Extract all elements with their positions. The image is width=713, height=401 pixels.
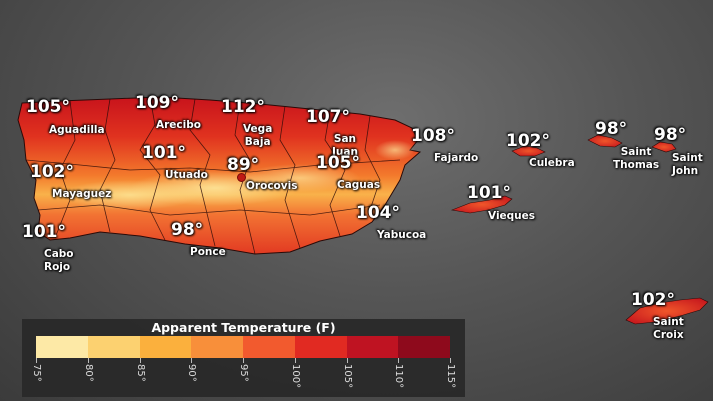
legend-swatch [139, 336, 192, 358]
temp-mayaguez: 102° [30, 162, 74, 182]
city-orocovis: Orocovis [246, 180, 298, 192]
legend-swatch [294, 336, 347, 358]
city-vieques: Vieques [488, 210, 536, 222]
saint-thomas-island [587, 134, 623, 148]
legend-tick [398, 358, 400, 363]
legend-tick-label: 80° [82, 364, 94, 382]
temp-yabucoa: 104° [356, 203, 400, 223]
legend-swatch [87, 336, 140, 358]
city-cabo-rojo: Cabo Rojo [44, 248, 74, 273]
temp-utuado: 101° [142, 143, 186, 163]
city-saint-croix: Saint Croix [653, 316, 684, 341]
saint-john-island [651, 141, 677, 153]
temp-cabo-rojo: 101° [22, 222, 66, 242]
municipal-borders [25, 96, 401, 255]
city-fajardo: Fajardo [434, 152, 479, 164]
temp-arecibo: 109° [135, 93, 179, 113]
city-saint-john: Saint John [672, 152, 703, 177]
legend-swatch [243, 336, 295, 358]
legend-tick-label: 105° [341, 364, 353, 389]
legend-tick [191, 358, 193, 363]
city-utuado: Utuado [165, 169, 208, 181]
culebra-island [511, 145, 546, 157]
legend-tick [243, 358, 244, 363]
legend-tick [139, 358, 141, 363]
temp-san-juan: 107° [306, 107, 350, 127]
legend-tick-label: 115° [445, 364, 456, 389]
legend-color-bar [36, 336, 450, 358]
legend-tick-label: 95° [238, 364, 249, 382]
city-arecibo: Arecibo [156, 119, 201, 131]
legend-tick [450, 358, 451, 363]
city-culebra: Culebra [529, 157, 575, 169]
vieques-island [450, 195, 513, 214]
legend-tick [294, 358, 296, 363]
legend-tick-label: 90° [186, 364, 198, 382]
city-yabucoa: Yabucoa [377, 229, 427, 241]
city-vega-baja: Vega Baja [243, 123, 273, 148]
temp-aguadilla: 105° [26, 97, 70, 117]
legend-tick [346, 358, 348, 363]
legend-tick-label: 110° [393, 364, 405, 389]
legend-swatch [346, 336, 399, 358]
legend-swatch [36, 336, 88, 358]
legend-tick [87, 358, 89, 363]
city-mayaguez: Mayaguez [52, 188, 112, 200]
temp-culebra: 102° [506, 131, 550, 151]
temp-saint-croix: 102° [631, 290, 675, 310]
temp-ponce: 98° [171, 220, 204, 240]
legend-tick-label: 85° [134, 364, 146, 382]
city-san-juan: San Juan [332, 133, 358, 158]
city-ponce: Ponce [190, 246, 226, 258]
temp-saint-thomas: 98° [595, 119, 628, 139]
temp-saint-john: 98° [654, 125, 687, 145]
city-aguadilla: Aguadilla [49, 124, 105, 136]
legend-swatch [191, 336, 243, 358]
saint-croix-island [625, 297, 709, 325]
temp-fajardo: 108° [411, 126, 455, 146]
temp-vega-baja: 112° [221, 97, 265, 117]
city-saint-thomas: Saint Thomas [613, 146, 660, 171]
location-marker [237, 173, 246, 182]
temp-orocovis: 89° [227, 155, 260, 175]
temp-vieques: 101° [467, 183, 511, 203]
legend-tick [36, 358, 37, 363]
temperature-legend: Apparent Temperature (F) 75° 80° 85° 90° 95°… [22, 319, 465, 397]
temp-caguas: 105° [316, 153, 360, 173]
legend-title: Apparent Temperature (F) [151, 320, 336, 335]
legend-swatch [398, 336, 450, 358]
city-caguas: Caguas [337, 179, 381, 191]
legend-tick-label: 100° [289, 364, 301, 389]
legend-tick-label: 75° [31, 364, 42, 382]
